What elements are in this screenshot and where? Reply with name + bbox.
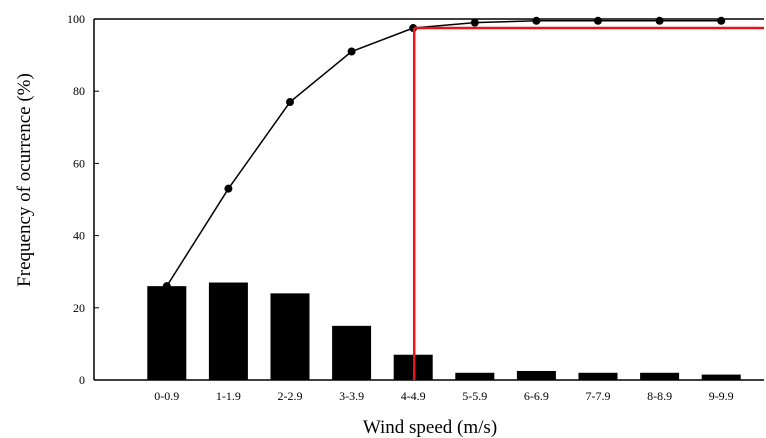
cumulative-point-8-8.9 — [655, 16, 664, 25]
cumulative-point-6-6.9 — [532, 16, 541, 25]
axes — [93, 18, 764, 381]
bar-2-2.9 — [270, 293, 310, 380]
bar-9-9.9 — [701, 374, 741, 380]
x-tick-label: 8-8.9 — [647, 389, 672, 403]
cumulative-point-9-9.9 — [717, 16, 726, 25]
y-tick-labels: 0 20 40 60 80 100 — [67, 12, 85, 387]
bars — [147, 282, 741, 380]
bar-3-3.9 — [332, 325, 372, 380]
x-tick-label: 5-5.9 — [462, 389, 487, 403]
x-tick-label: 3-3.9 — [339, 389, 364, 403]
bar-5-5.9 — [455, 372, 495, 380]
x-tick-label: 2-2.9 — [278, 389, 303, 403]
bar-8-8.9 — [640, 372, 680, 380]
x-tick-label: 6-6.9 — [524, 389, 549, 403]
y-tick-label: 0 — [79, 373, 85, 387]
x-tick-label: 9-9.9 — [709, 389, 734, 403]
y-tick-label: 100 — [67, 12, 85, 26]
bar-6-6.9 — [516, 370, 556, 380]
cumulative-point-2-2.9 — [286, 98, 294, 107]
x-tick-label: 7-7.9 — [586, 389, 611, 403]
y-tick-label: 80 — [73, 84, 85, 98]
cumulative-line — [162, 16, 726, 291]
bar-1-1.9 — [208, 282, 248, 380]
cumulative-point-5-5.9 — [470, 18, 479, 27]
y-axis-title: Frequency of ocurrence (%) — [14, 73, 35, 287]
cumulative-point-7-7.9 — [594, 16, 602, 25]
x-tick-label: 1-1.9 — [216, 389, 241, 403]
y-tick-label: 40 — [73, 229, 85, 243]
cumulative-point-3-3.9 — [347, 47, 356, 56]
x-tick-label: 4-4.9 — [401, 389, 426, 403]
cumulative-point-0-0.9 — [162, 282, 171, 291]
bar-0-0.9 — [147, 286, 187, 380]
y-tick-label: 20 — [73, 301, 85, 315]
cumulative-point-1-1.9 — [224, 184, 233, 193]
reference-line — [412, 26, 764, 380]
x-axis-title: Wind speed (m/s) — [363, 417, 497, 438]
x-tick-label: 0-0.9 — [154, 389, 179, 403]
cumulative-series-line — [166, 20, 722, 287]
bar-7-7.9 — [578, 372, 618, 380]
y-tick-label: 60 — [73, 156, 85, 170]
x-tick-labels: 0-0.9 1-1.9 2-2.9 3-3.9 4-4.9 5-5.9 6-6.9 7-7.9… — [154, 389, 733, 403]
